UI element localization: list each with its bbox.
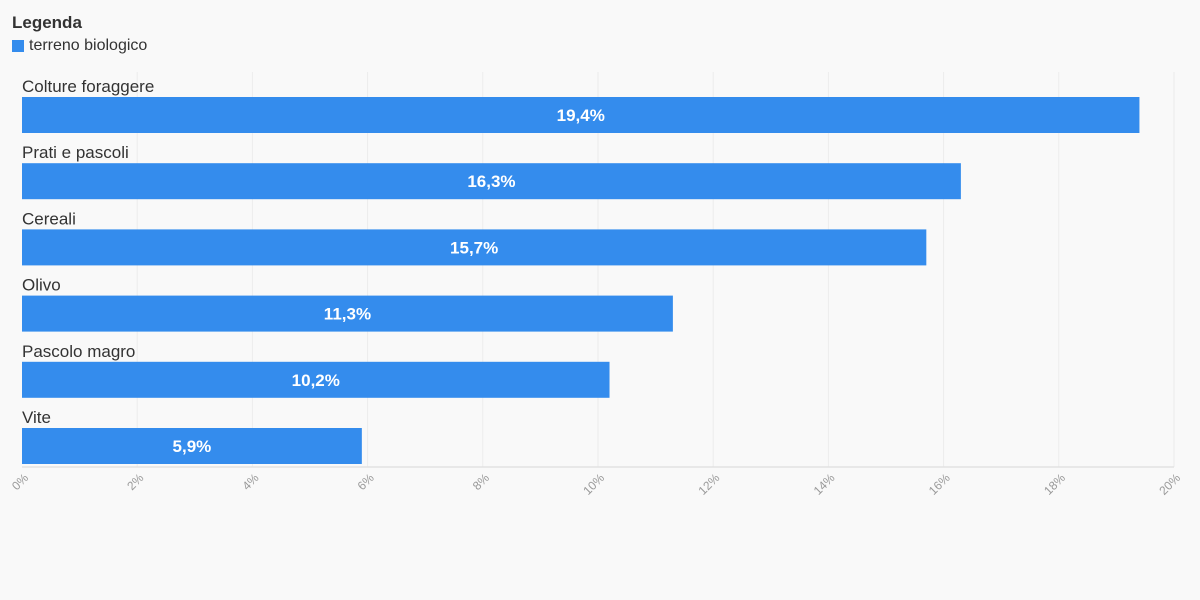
bar [22,361,610,398]
bar-value-label: 16,3% [467,172,515,191]
x-tick-label: 8% [470,471,492,493]
x-tick-label: 20% [1156,471,1183,498]
category-label: Vite [22,408,51,427]
x-tick-label: 6% [355,471,377,493]
bar [22,163,961,200]
x-tick-label: 4% [239,471,261,493]
legend-swatch [12,40,24,52]
legend: Legenda terreno biologico [12,12,147,56]
category-label: Colture foraggere [22,77,154,96]
category-label: Olivo [22,276,61,295]
bar [22,97,1140,133]
category-label: Prati e pascoli [22,143,129,162]
x-tick-label: 14% [811,471,838,498]
category-label: Cereali [22,209,76,228]
x-tick-label: 18% [1041,471,1068,498]
bar-value-label: 5,9% [173,437,212,456]
bar-value-label: 19,4% [557,106,605,125]
category-label: Pascolo magro [22,342,135,361]
x-tick-label: 10% [580,471,607,498]
bar [22,229,927,266]
bar-value-label: 15,7% [450,238,498,257]
bar-value-label: 10,2% [292,371,340,390]
x-tick-label: 12% [696,471,723,498]
x-tick-label: 2% [124,471,146,493]
bar-value-label: 11,3% [324,305,371,324]
legend-item[interactable]: terreno biologico [12,36,147,56]
legend-title: Legenda [12,13,82,32]
x-tick-label: 16% [926,471,953,498]
legend-item-label: terreno biologico [29,37,148,54]
x-tick-label: 0% [9,471,31,493]
bar [22,428,362,464]
bar [22,295,673,332]
